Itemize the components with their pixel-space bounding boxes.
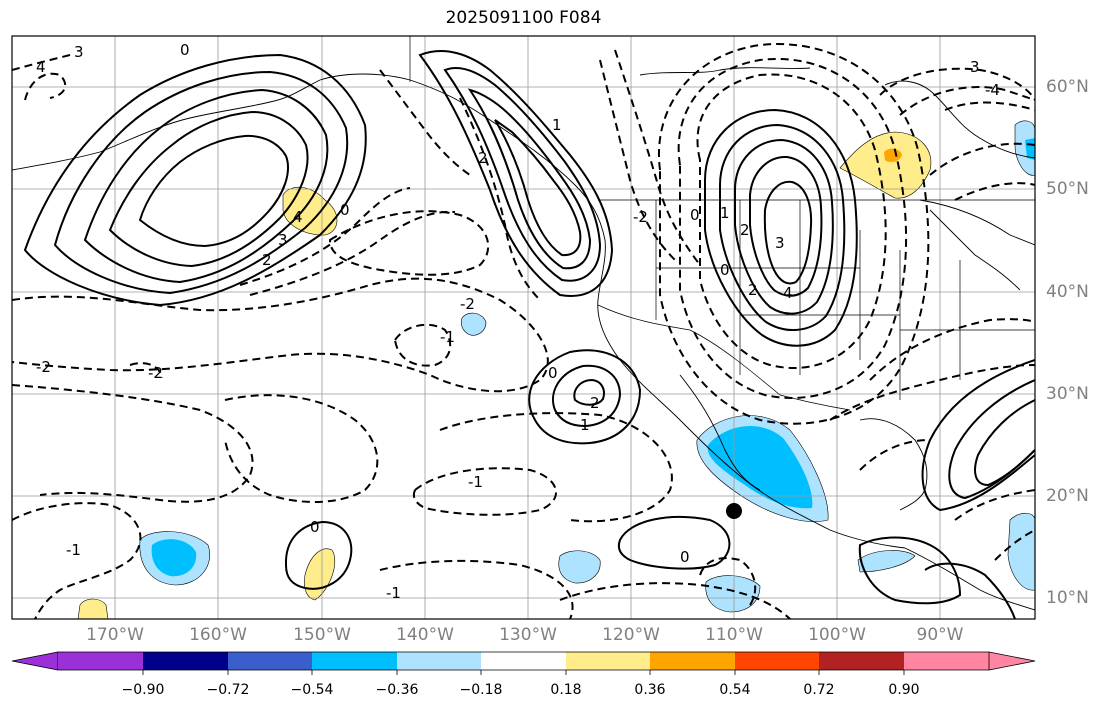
lon-label: 130°W xyxy=(499,625,557,645)
colorbar-tick-label: −0.90 xyxy=(121,682,165,698)
lon-label: 140°W xyxy=(396,625,454,645)
contour-labels: 3 4 0 2 -2 -1 1 2 3 4 0 -2 -1 0 1 2 -2 -… xyxy=(36,41,1000,602)
contour-label: 2 xyxy=(748,281,758,299)
colorbar-seg xyxy=(735,652,820,670)
colorbar-tick-label: 0.90 xyxy=(888,682,920,698)
contour-label: 1 xyxy=(552,116,562,134)
contour-label: -2 xyxy=(148,364,163,382)
colorbar-tick-label: 0.36 xyxy=(634,682,666,698)
contour-label: 0 xyxy=(340,201,350,219)
contour-label: -1 xyxy=(386,584,401,602)
colorbar-tick-label: −0.72 xyxy=(206,682,250,698)
colorbar-tick-label: −0.36 xyxy=(375,682,419,698)
contour-label: 4 xyxy=(783,284,793,302)
shade-light-blue-small-2 xyxy=(558,550,601,584)
solid-contours xyxy=(23,50,1035,619)
contour-label: 2 xyxy=(740,221,750,239)
contour-label: 0 xyxy=(690,206,700,224)
contour-label: 0 xyxy=(310,518,320,536)
coastlines xyxy=(12,67,1035,611)
colorbar-tick-label: 0.72 xyxy=(803,682,835,698)
contour-label: 4 xyxy=(36,58,46,76)
contour-label: -1 xyxy=(440,328,455,346)
contour-label: 2 xyxy=(590,394,600,412)
contour-label: 1 xyxy=(720,204,730,222)
colorbar-seg xyxy=(481,652,567,670)
lat-label: 40°N xyxy=(1046,282,1089,302)
lon-label: 160°W xyxy=(189,625,247,645)
colorbar-seg xyxy=(312,652,398,670)
colorbar-seg xyxy=(143,652,229,670)
contour-label: 1 xyxy=(580,416,590,434)
shade-yellow-gulf-alaska xyxy=(282,187,338,236)
contour-label: 0 xyxy=(720,261,730,279)
colorbar-tick-label: 0.18 xyxy=(550,682,582,698)
colorbar-extend-high xyxy=(988,651,1036,671)
contour-label: 3 xyxy=(970,58,980,76)
shade-light-blue-small-3 xyxy=(705,575,761,613)
contour-label: -2 xyxy=(460,295,475,313)
contour-label: 3 xyxy=(775,234,785,252)
colorbar-tick-label: 0.54 xyxy=(719,682,751,698)
lon-label: 170°W xyxy=(86,625,144,645)
colorbar-extend-low xyxy=(11,651,59,671)
contour-label: 0 xyxy=(548,364,558,382)
shade-yellow-hudson xyxy=(839,131,932,199)
lat-label: 60°N xyxy=(1046,77,1089,97)
contour-label: -4 xyxy=(985,81,1000,99)
lon-label: 90°W xyxy=(916,625,964,645)
colorbar-seg xyxy=(228,652,313,670)
colorbar-seg xyxy=(58,652,144,670)
contour-label: 0 xyxy=(680,548,690,566)
contour-label: 2 xyxy=(478,149,488,167)
plot-frame xyxy=(11,35,1036,620)
map-title: 2025091100 F084 xyxy=(445,8,602,28)
shade-light-blue-east-2 xyxy=(1007,512,1035,591)
shade-light-blue-small-1 xyxy=(460,312,487,336)
contour-label: 0 xyxy=(180,41,190,59)
colorbar-seg xyxy=(566,652,651,670)
shade-light-blue-caribbean xyxy=(857,550,916,573)
contour-label: 3 xyxy=(74,43,84,61)
lat-label: 30°N xyxy=(1046,384,1089,404)
colorbar xyxy=(11,651,1036,675)
contour-label: -2 xyxy=(36,358,51,376)
shade-blue-west xyxy=(151,539,197,577)
lat-label: 50°N xyxy=(1046,179,1089,199)
lon-label: 120°W xyxy=(602,625,660,645)
lat-label: 20°N xyxy=(1046,486,1089,506)
shade-yellow-small-2 xyxy=(77,598,109,619)
lon-label: 100°W xyxy=(808,625,866,645)
contour-label: -1 xyxy=(66,541,81,559)
colorbar-seg xyxy=(397,652,482,670)
political-borders xyxy=(409,36,1035,411)
contour-label: 3 xyxy=(278,231,288,249)
dashed-contours xyxy=(12,43,1035,619)
contour-label: 4 xyxy=(293,208,303,226)
lon-label: 150°W xyxy=(293,625,351,645)
contour-label: -1 xyxy=(468,473,483,491)
colorbar-tick-label: −0.54 xyxy=(290,682,334,698)
storm-position-dot xyxy=(726,503,742,519)
colorbar-seg xyxy=(819,652,905,670)
contour-label: -2 xyxy=(633,208,648,226)
colorbar-seg xyxy=(904,652,989,670)
colorbar-tick-label: −0.18 xyxy=(459,682,503,698)
lat-label: 10°N xyxy=(1046,588,1089,608)
shade-orange-hudson xyxy=(884,148,902,163)
lon-label: 110°W xyxy=(705,625,763,645)
colorbar-seg xyxy=(650,652,736,670)
shade-yellow-small-1 xyxy=(304,548,336,601)
contour-label: 2 xyxy=(262,251,272,269)
